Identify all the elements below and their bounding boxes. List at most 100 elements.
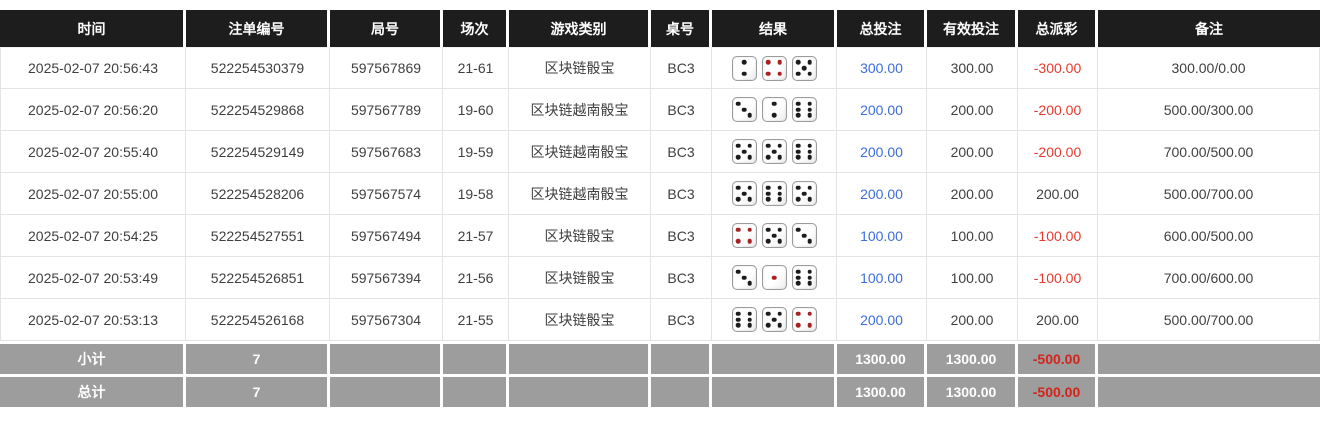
subtotal-row-count: 7: [186, 341, 330, 374]
subtotal-row-round_no: [330, 341, 443, 374]
cell-result: [712, 299, 837, 341]
column-header-valid_bet: 有效投注: [927, 10, 1018, 47]
cell-time: 2025-02-07 20:56:43: [0, 47, 186, 89]
die-icon-3: [791, 223, 817, 248]
die-icon-6: [731, 307, 757, 332]
die-icon-5: [731, 139, 757, 164]
cell-bet_id: 522254526851: [186, 257, 330, 299]
subtotal-row-game_type: [509, 341, 651, 374]
cell-total_bet[interactable]: 100.00: [837, 257, 927, 299]
cell-game_type: 区块链骰宝: [509, 215, 651, 257]
cell-total_bet[interactable]: 200.00: [837, 299, 927, 341]
subtotal-row-valid_bet: 1300.00: [927, 341, 1018, 374]
cell-session: 21-57: [443, 215, 509, 257]
cell-time: 2025-02-07 20:53:49: [0, 257, 186, 299]
column-header-bet_id: 注单编号: [186, 10, 330, 47]
dice-result: [712, 307, 836, 332]
die-icon-6: [791, 97, 817, 122]
cell-time: 2025-02-07 20:56:20: [0, 89, 186, 131]
die-icon-5: [791, 181, 817, 206]
table-row: 2025-02-07 20:53:13 522254526168 597567304…: [0, 299, 1320, 341]
cell-result: [712, 47, 837, 89]
column-header-time: 时间: [0, 10, 186, 47]
cell-bet_id: 522254530379: [186, 47, 330, 89]
cell-table_no: BC3: [651, 131, 712, 173]
table-row: 2025-02-07 20:55:00 522254528206 597567574…: [0, 173, 1320, 215]
die-icon-4: [791, 307, 817, 332]
cell-total_bet[interactable]: 100.00: [837, 215, 927, 257]
cell-time: 2025-02-07 20:53:13: [0, 299, 186, 341]
cell-remark: 700.00/500.00: [1098, 131, 1320, 173]
cell-valid_bet: 200.00: [927, 131, 1018, 173]
cell-session: 21-56: [443, 257, 509, 299]
die-icon-5: [761, 307, 787, 332]
cell-table_no: BC3: [651, 257, 712, 299]
cell-valid_bet: 200.00: [927, 89, 1018, 131]
cell-session: 19-60: [443, 89, 509, 131]
cell-total_payout: -300.00: [1018, 47, 1098, 89]
cell-remark: 700.00/600.00: [1098, 257, 1320, 299]
cell-remark: 600.00/500.00: [1098, 215, 1320, 257]
cell-game_type: 区块链越南骰宝: [509, 131, 651, 173]
cell-total_bet[interactable]: 200.00: [837, 131, 927, 173]
cell-round_no: 597567869: [330, 47, 443, 89]
cell-total_bet[interactable]: 200.00: [837, 89, 927, 131]
cell-valid_bet: 100.00: [927, 257, 1018, 299]
cell-time: 2025-02-07 20:55:40: [0, 131, 186, 173]
subtotal-row-total_bet: 1300.00: [837, 341, 927, 374]
cell-total_payout: 200.00: [1018, 173, 1098, 215]
subtotal-row-table_no: [651, 341, 712, 374]
cell-result: [712, 257, 837, 299]
die-icon-6: [791, 265, 817, 290]
die-icon-4: [731, 223, 757, 248]
subtotal-row-total_payout: -500.00: [1018, 341, 1098, 374]
cell-total_bet[interactable]: 300.00: [837, 47, 927, 89]
cell-remark: 500.00/300.00: [1098, 89, 1320, 131]
total-row: 总计 7 1300.00 1300.00 -500.00: [0, 374, 1320, 407]
die-icon-2: [761, 97, 787, 122]
cell-bet_id: 522254527551: [186, 215, 330, 257]
cell-valid_bet: 300.00: [927, 47, 1018, 89]
total-row-count: 7: [186, 374, 330, 407]
cell-session: 21-55: [443, 299, 509, 341]
cell-result: [712, 89, 837, 131]
total-row-label: 总计: [0, 374, 186, 407]
cell-bet_id: 522254528206: [186, 173, 330, 215]
cell-remark: 300.00/0.00: [1098, 47, 1320, 89]
table-footer: 小计 7 1300.00 1300.00 -500.00 总计 7 1300.00 1300.0…: [0, 341, 1320, 407]
cell-total_payout: -200.00: [1018, 89, 1098, 131]
total-row-game_type: [509, 374, 651, 407]
cell-table_no: BC3: [651, 47, 712, 89]
cell-round_no: 597567574: [330, 173, 443, 215]
column-header-game_type: 游戏类别: [509, 10, 651, 47]
total-row-total_bet: 1300.00: [837, 374, 927, 407]
cell-game_type: 区块链越南骰宝: [509, 173, 651, 215]
cell-result: [712, 173, 837, 215]
cell-round_no: 597567494: [330, 215, 443, 257]
total-row-result: [712, 374, 837, 407]
cell-game_type: 区块链骰宝: [509, 299, 651, 341]
cell-valid_bet: 200.00: [927, 299, 1018, 341]
total-row-session: [443, 374, 509, 407]
dice-result: [712, 181, 836, 206]
column-header-session: 场次: [443, 10, 509, 47]
subtotal-row-result: [712, 341, 837, 374]
cell-round_no: 597567394: [330, 257, 443, 299]
dice-result: [712, 223, 836, 248]
cell-table_no: BC3: [651, 173, 712, 215]
die-icon-5: [731, 181, 757, 206]
cell-session: 21-61: [443, 47, 509, 89]
column-header-total_bet: 总投注: [837, 10, 927, 47]
die-icon-3: [731, 97, 757, 122]
cell-total_payout: -100.00: [1018, 215, 1098, 257]
table-row: 2025-02-07 20:56:20 522254529868 597567789…: [0, 89, 1320, 131]
cell-game_type: 区块链骰宝: [509, 257, 651, 299]
cell-game_type: 区块链骰宝: [509, 47, 651, 89]
cell-total_bet[interactable]: 200.00: [837, 173, 927, 215]
dice-result: [712, 139, 836, 164]
die-icon-5: [761, 223, 787, 248]
subtotal-row-label: 小计: [0, 341, 186, 374]
total-row-table_no: [651, 374, 712, 407]
column-header-result: 结果: [712, 10, 837, 47]
cell-result: [712, 131, 837, 173]
